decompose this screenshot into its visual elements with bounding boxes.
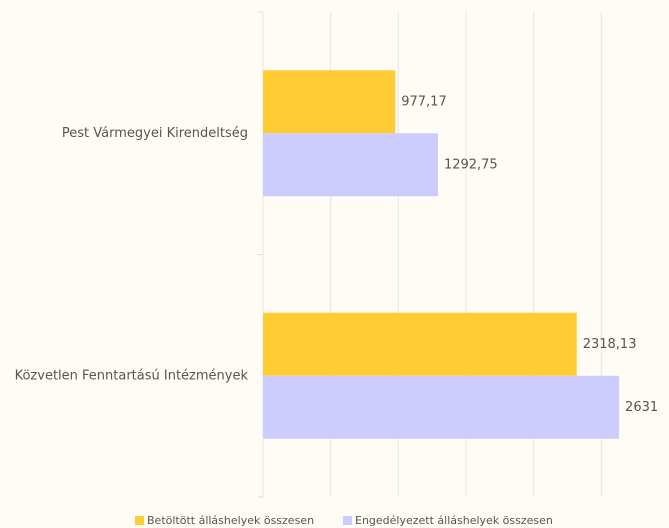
legend-swatch <box>343 516 352 525</box>
bar <box>263 312 577 376</box>
value-label: 2318,13 <box>583 337 637 352</box>
bar <box>263 70 396 134</box>
bar <box>263 375 620 439</box>
bar <box>263 133 438 197</box>
value-label: 1292,75 <box>444 157 498 172</box>
legend-label: Betöltött álláshelyek összesen <box>147 514 314 527</box>
category-label: Közvetlen Fenntartású Intézmények <box>15 368 249 383</box>
legend-label: Engedélyezett álláshelyek összesen <box>355 514 553 527</box>
category-label: Pest Vármegyei Kirendeltség <box>62 126 248 141</box>
value-label: 977,17 <box>401 94 447 109</box>
value-label: 2631 <box>625 400 658 415</box>
legend-swatch <box>135 516 144 525</box>
